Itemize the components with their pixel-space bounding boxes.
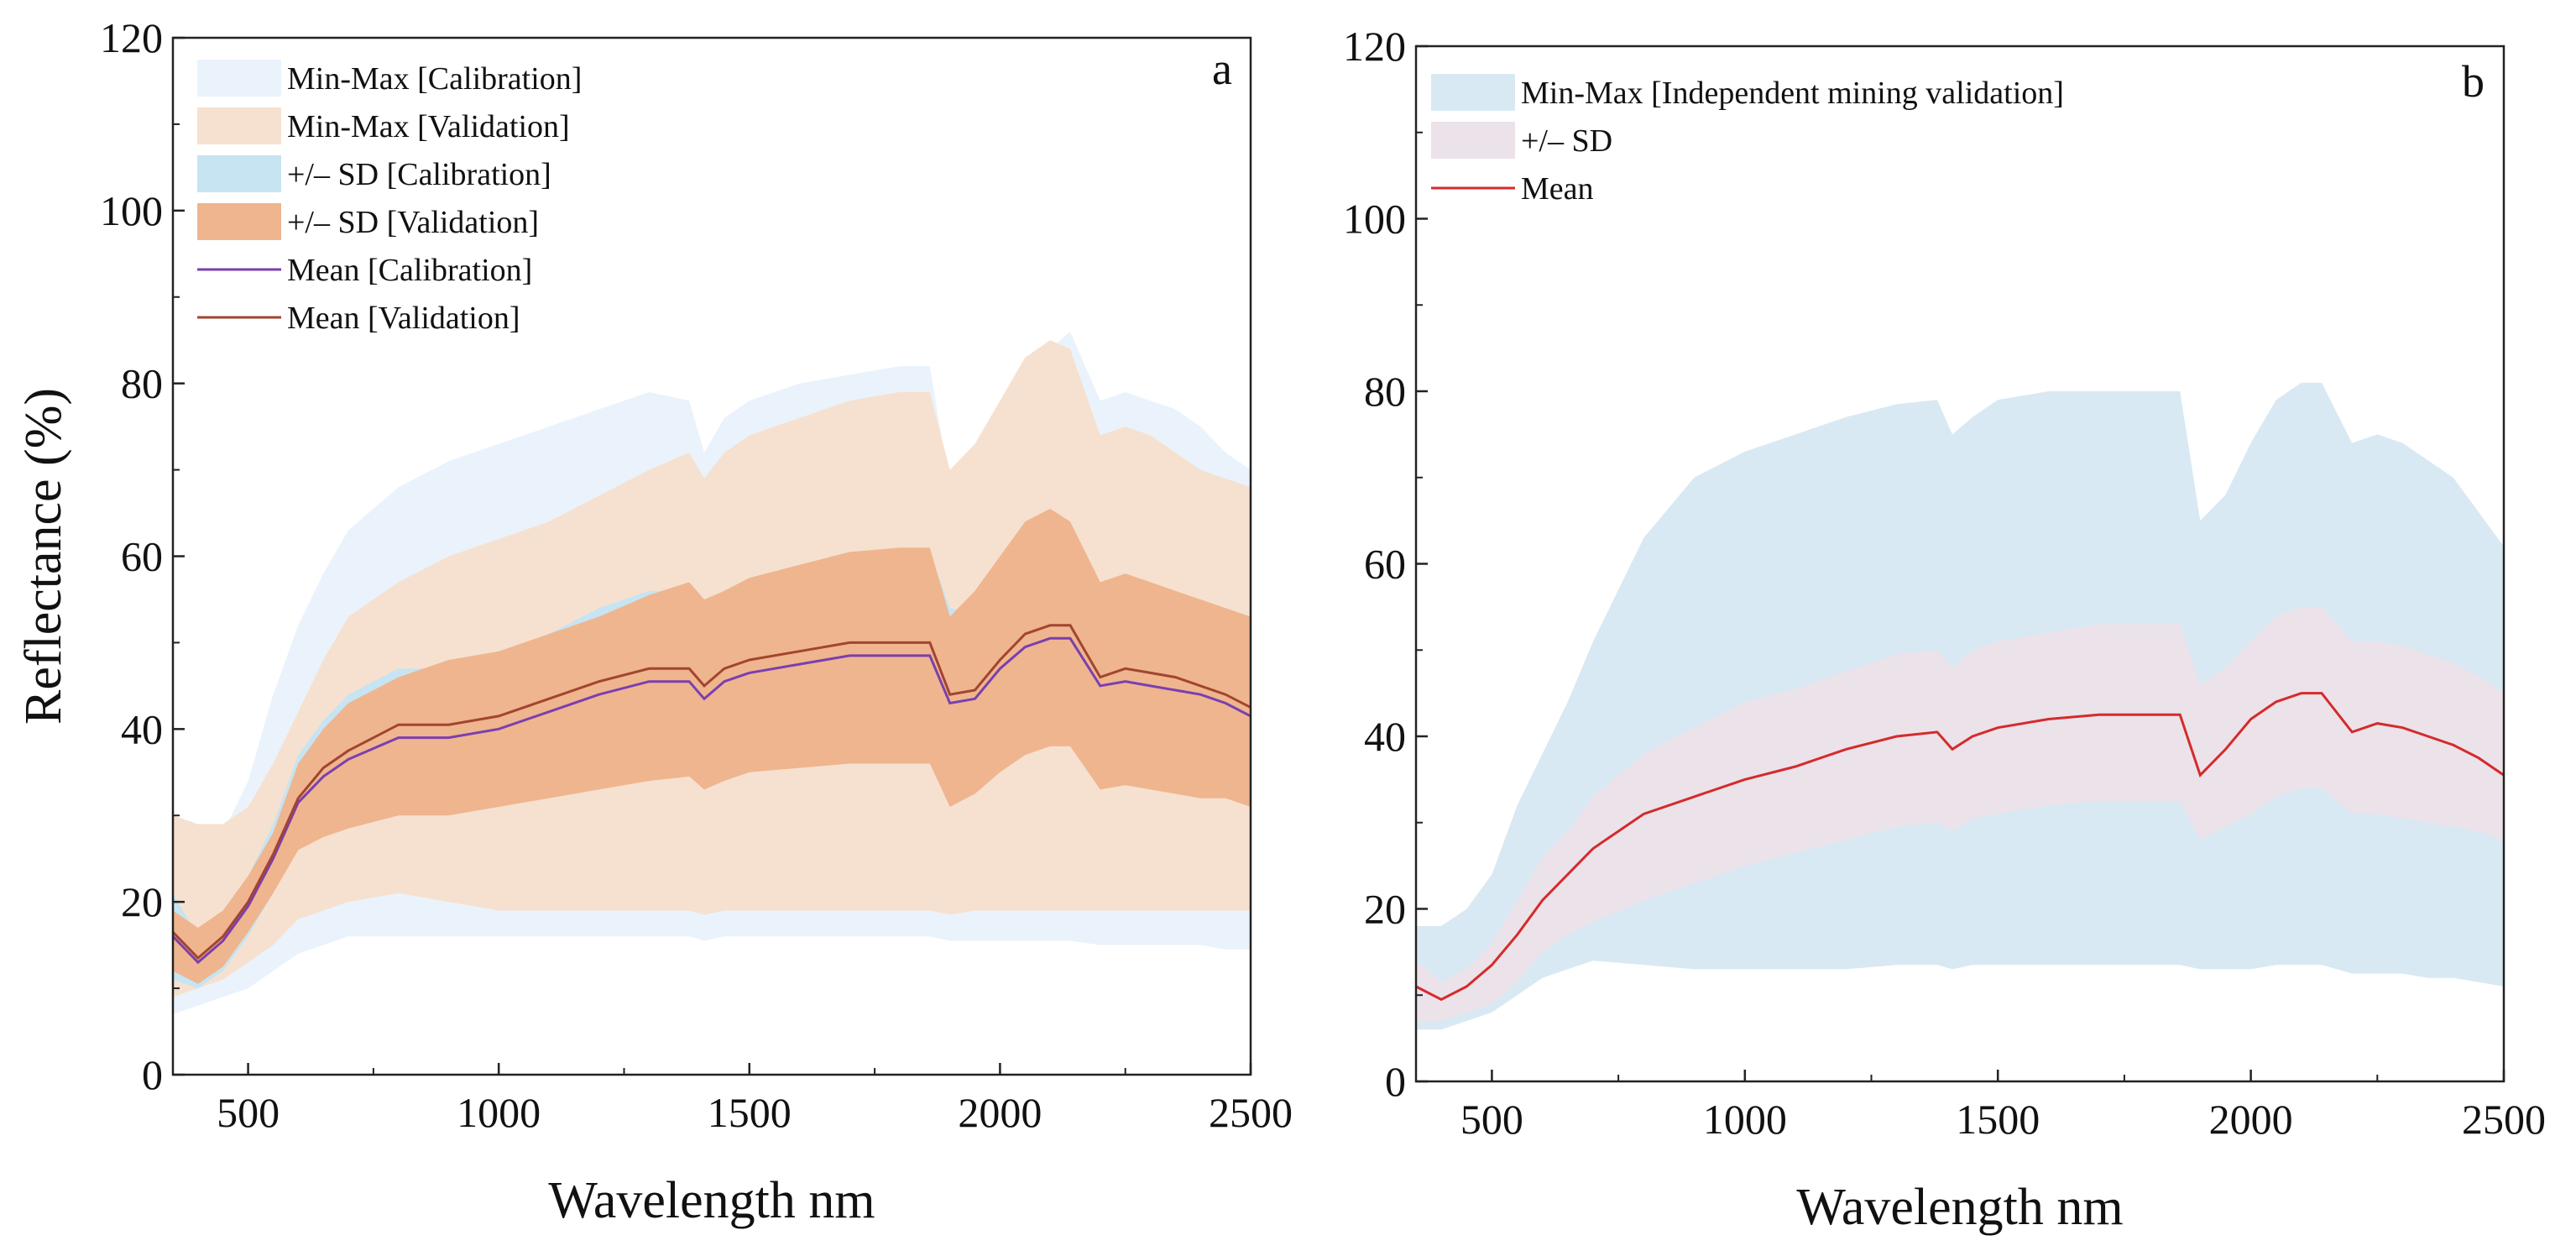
y-tick-label-b-4: 80 — [1364, 368, 1406, 415]
legend-label-b-0: Min-Max [Independent mining validation] — [1521, 76, 2064, 111]
x-tick-label-b-3: 2000 — [2209, 1096, 2293, 1143]
legend-label-a-3: +/– SD [Validation] — [287, 205, 539, 240]
panel-a: 500 1000 1500 2000 2500 0 20 40 60 80 100 120 Wavele… — [15, 14, 1293, 1229]
legend-label-a-1: Min-Max [Validation] — [287, 109, 570, 144]
legend-label-a-5: Mean [Validation] — [287, 301, 520, 336]
y-axis-title-a: Reflectance (%) — [15, 388, 72, 725]
legend-label-a-4: Mean [Calibration] — [287, 253, 532, 288]
x-tick-label-b-1: 1000 — [1703, 1096, 1787, 1143]
y-tick-label-a-1: 20 — [121, 878, 163, 925]
panel-letter-b: b — [2462, 56, 2485, 107]
mean-line-b-2 — [1415, 692, 2505, 1002]
legend-swatch-a-3 — [197, 203, 281, 240]
y-tick-label-b-6: 120 — [1343, 23, 1406, 70]
x-tick-label-a-1: 1000 — [457, 1089, 541, 1136]
x-tick-label-b-4: 2500 — [2462, 1096, 2546, 1143]
x-tick-label-b-2: 1500 — [1956, 1096, 2040, 1143]
y-tick-label-a-3: 60 — [121, 533, 163, 580]
y-tick-label-a-6: 120 — [100, 14, 163, 61]
legend-label-a-0: Min-Max [Calibration] — [287, 61, 582, 97]
band-b-1 — [1416, 606, 2504, 1022]
x-tick-label-b-0: 500 — [1460, 1096, 1523, 1143]
legend-swatch-a-0 — [197, 60, 281, 97]
y-tick-label-b-0: 0 — [1385, 1058, 1406, 1105]
x-tick-label-a-0: 500 — [217, 1089, 280, 1136]
mean-line-a-5 — [171, 624, 1251, 960]
legend-swatch-a-2 — [197, 155, 281, 192]
band-a-3 — [173, 508, 1251, 984]
y-tick-label-b-2: 40 — [1364, 713, 1406, 760]
y-tick-label-b-1: 20 — [1364, 886, 1406, 933]
y-tick-label-a-0: 0 — [142, 1051, 163, 1098]
y-tick-label-a-2: 40 — [121, 705, 163, 752]
x-axis-title-b: Wavelength nm — [1796, 1179, 2123, 1236]
y-tick-label-b-5: 100 — [1343, 196, 1406, 243]
mean-line-a-4 — [171, 636, 1251, 965]
legend-label-b-2: Mean — [1521, 171, 1594, 207]
legend-label-a-2: +/– SD [Calibration] — [287, 157, 551, 192]
y-tick-label-a-5: 100 — [100, 187, 163, 234]
legend-swatch-b-0 — [1431, 74, 1515, 111]
panel-letter-a: a — [1212, 44, 1232, 94]
legend-swatch-b-1 — [1431, 122, 1515, 159]
x-axis-title-a: Wavelength nm — [548, 1172, 875, 1229]
legend-swatch-a-1 — [197, 107, 281, 144]
y-tick-label-b-3: 60 — [1364, 541, 1406, 588]
legend-label-b-1: +/– SD — [1521, 123, 1612, 159]
x-tick-label-a-3: 2000 — [958, 1089, 1042, 1136]
y-tick-label-a-4: 80 — [121, 360, 163, 407]
panel-b: 500 1000 1500 2000 2500 0 20 40 60 80 100 120 Wavele… — [1343, 23, 2546, 1236]
x-tick-label-a-4: 2500 — [1209, 1089, 1293, 1136]
x-tick-label-a-2: 1500 — [708, 1089, 792, 1136]
